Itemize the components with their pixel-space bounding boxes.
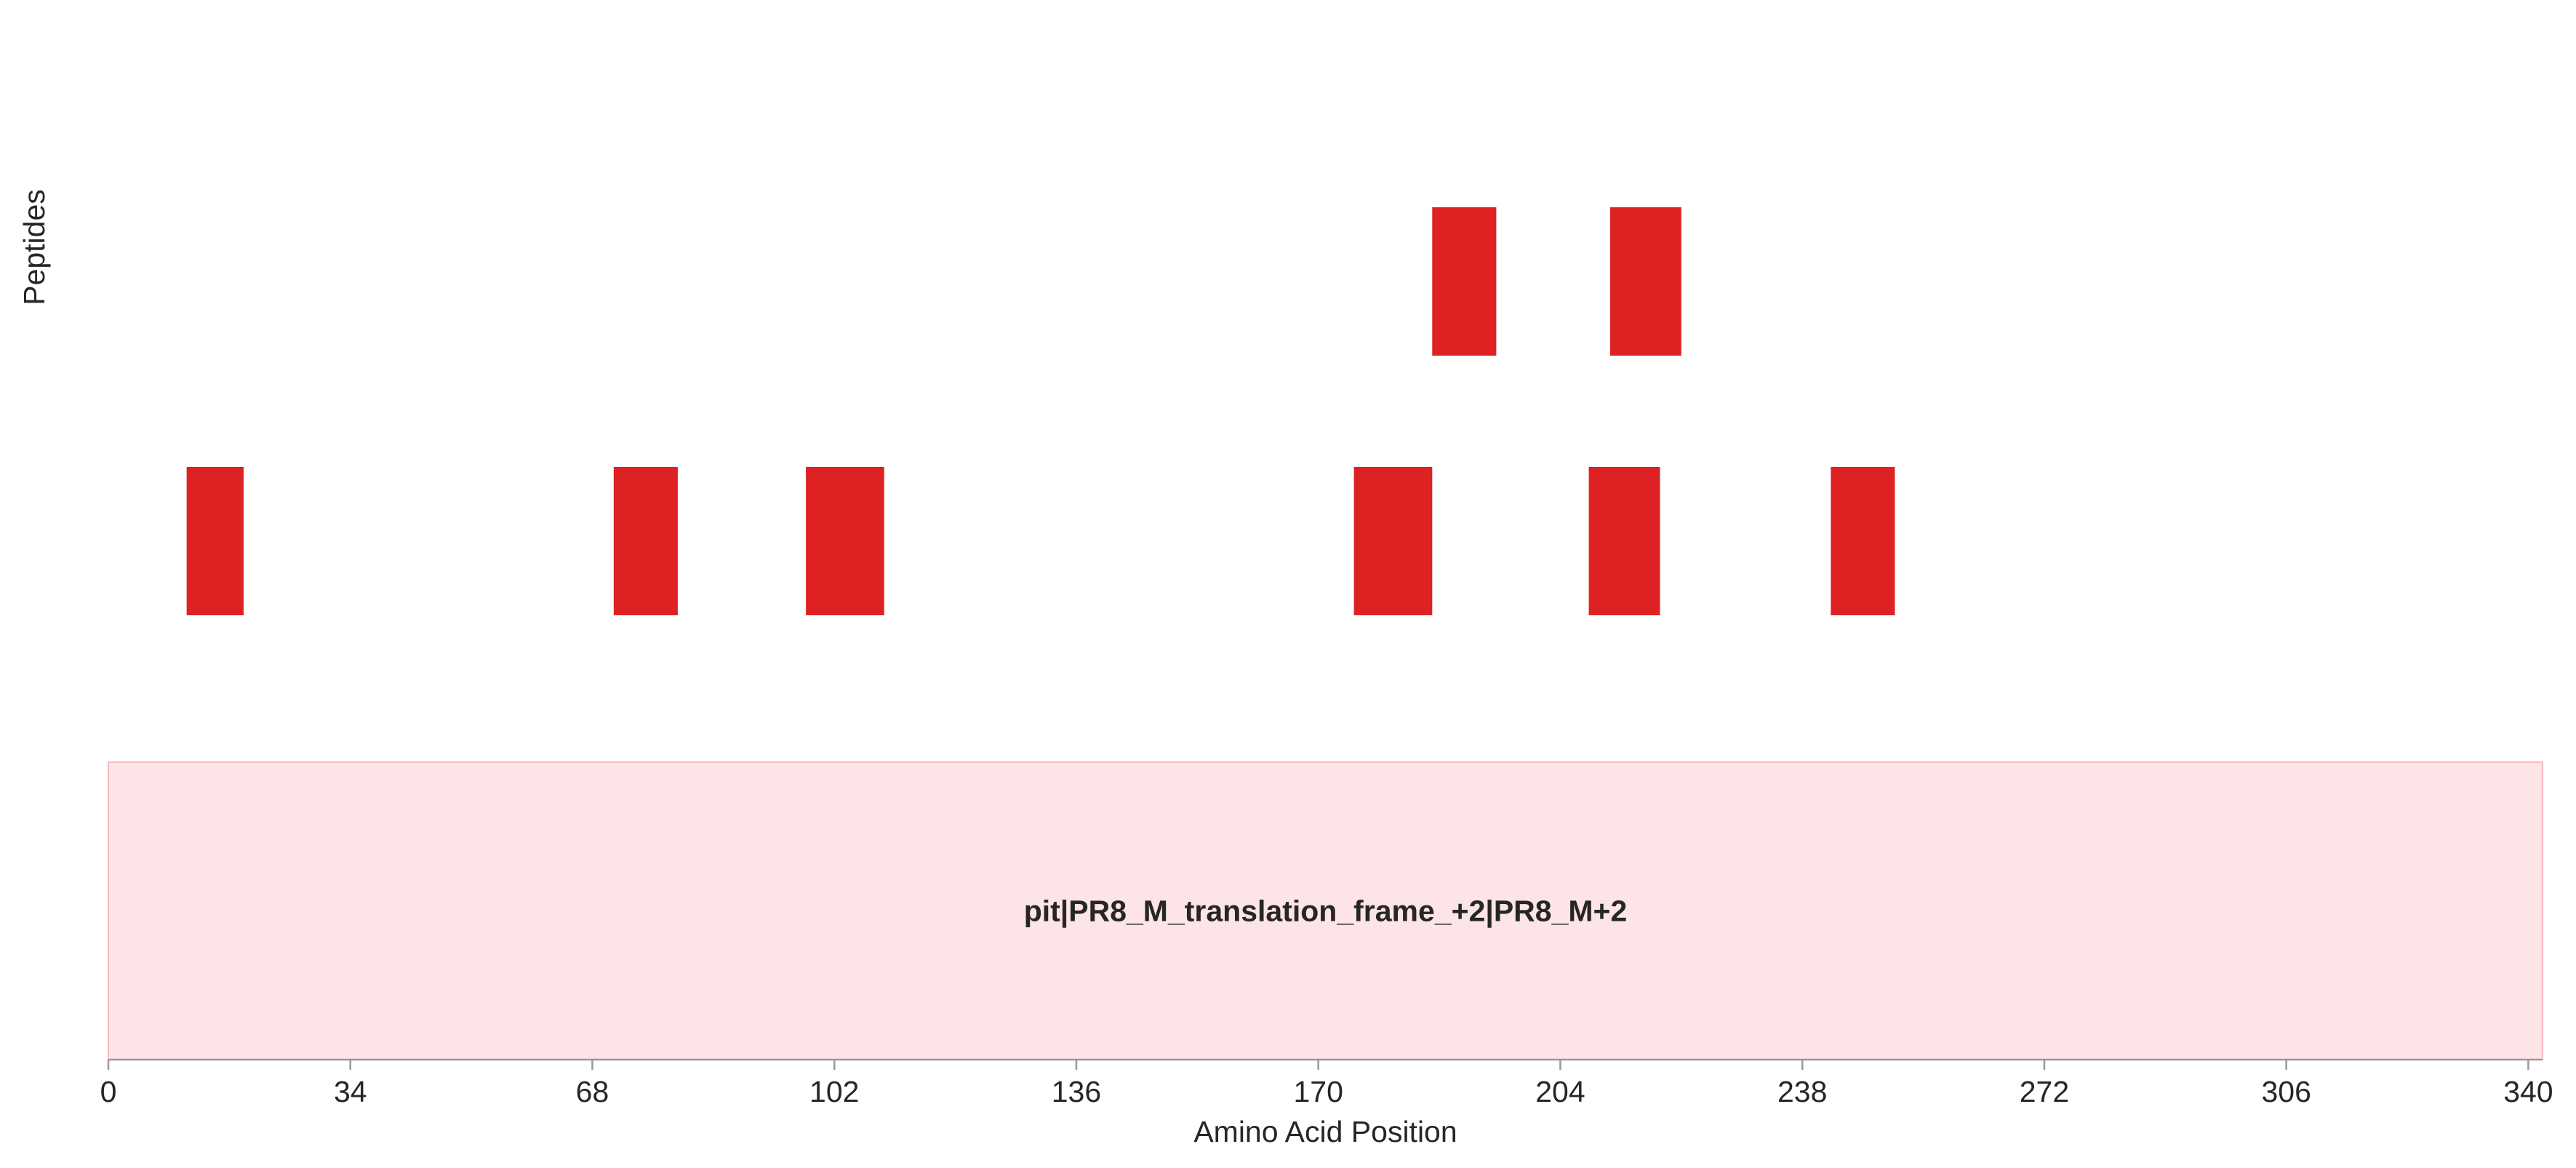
protein-layer: pit|PR8_M_translation_frame_+2|PR8_M+2 <box>108 761 2543 1060</box>
x-tick-label: 170 <box>1294 1075 1343 1108</box>
x-tick-label: 238 <box>1777 1075 1827 1108</box>
x-tick-label: 340 <box>2503 1075 2553 1108</box>
peptide-bar <box>613 467 678 615</box>
x-axis: 0 34 68 102 136 170 204 238 272 306 340 <box>100 1058 2553 1108</box>
peptide-bar <box>1831 467 1895 615</box>
x-tick-label: 136 <box>1052 1075 1101 1108</box>
peptide-bar <box>1609 207 1681 356</box>
x-tick-label: 204 <box>1535 1075 1585 1108</box>
peptide-bar <box>806 467 884 615</box>
protein-bar <box>108 761 2543 1060</box>
peptide-bar <box>1588 467 1660 615</box>
x-tick-label: 306 <box>2261 1075 2311 1108</box>
x-tick-label: 0 <box>100 1075 117 1108</box>
x-tick-label: 34 <box>334 1075 367 1108</box>
x-tick-label: 272 <box>2020 1075 2069 1108</box>
x-axis-label: Amino Acid Position <box>1193 1115 1457 1148</box>
x-tick-label: 68 <box>576 1075 609 1108</box>
peptide-bar <box>186 467 244 615</box>
peptides-layer <box>186 207 1895 615</box>
y-axis-label: Peptides <box>17 189 51 305</box>
protein-label: pit|PR8_M_translation_frame_+2|PR8_M+2 <box>1024 894 1628 927</box>
peptide-bar <box>1432 207 1497 356</box>
x-tick-label: 102 <box>809 1075 859 1108</box>
peptide-bar <box>1353 467 1433 615</box>
